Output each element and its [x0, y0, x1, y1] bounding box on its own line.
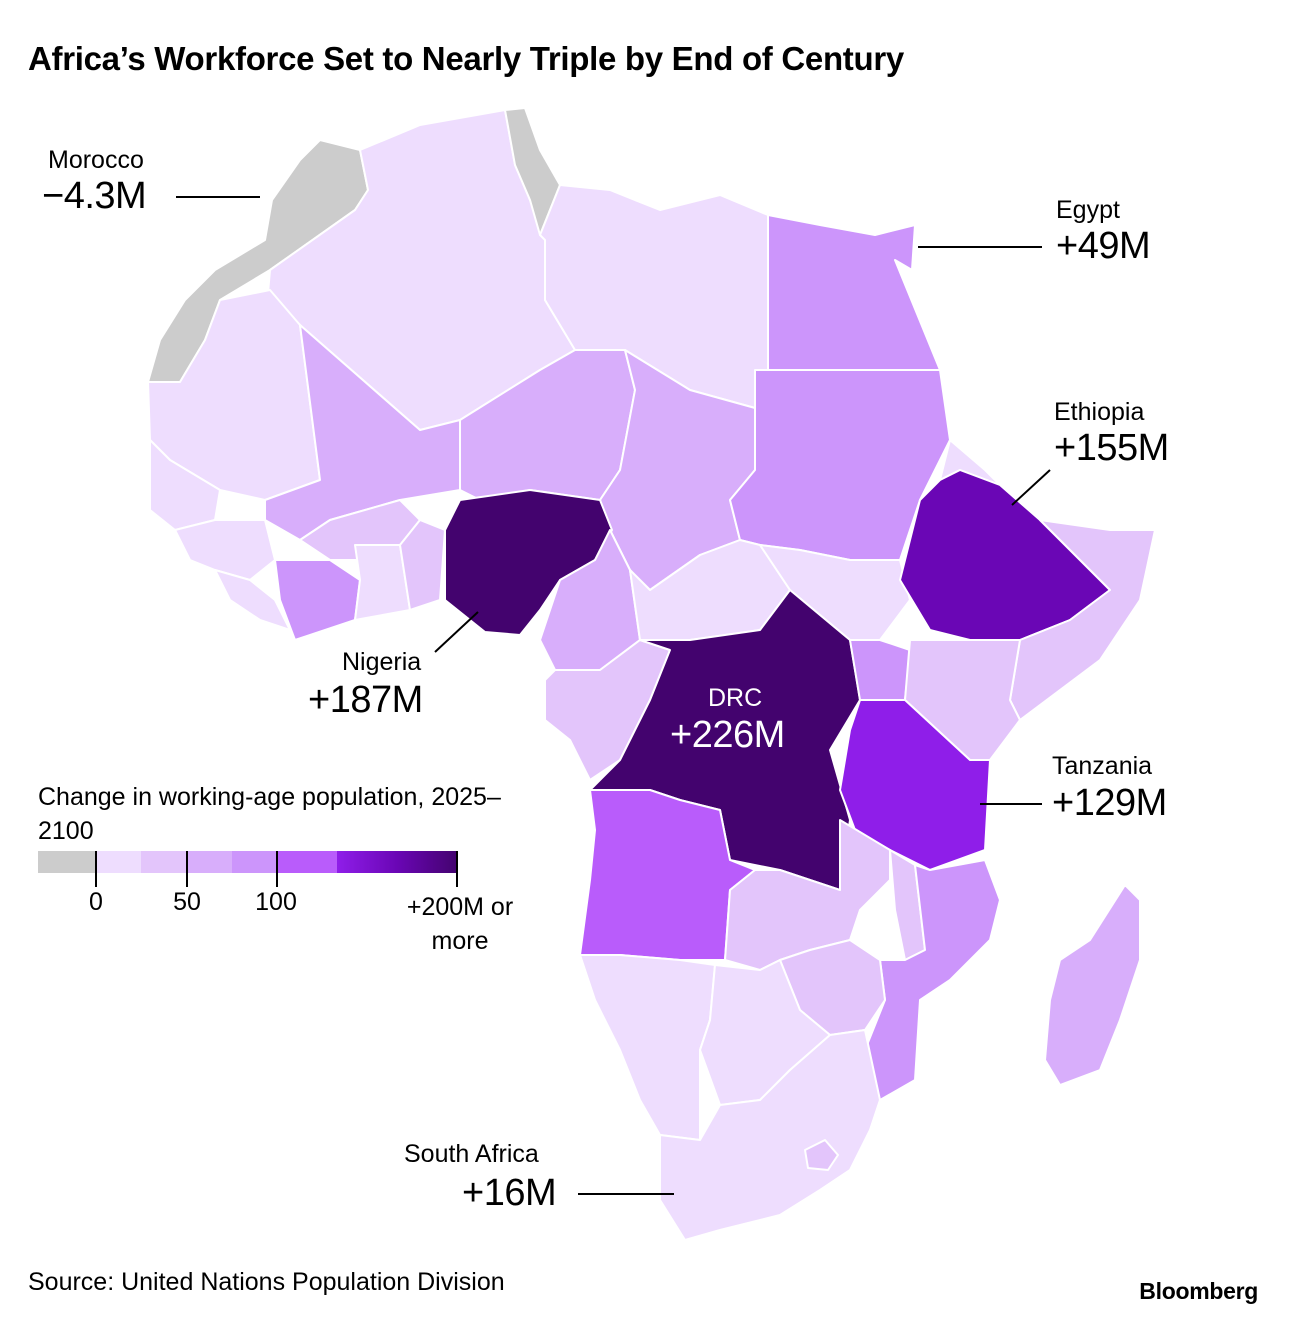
region-nigeria [444, 489, 613, 636]
legend-seg-125 [337, 851, 397, 873]
legend-seg-100 [277, 851, 337, 873]
label-south-africa-value: +16M [462, 1172, 557, 1214]
leader-tanzania [980, 803, 1042, 805]
region-guinea [174, 519, 276, 581]
bloomberg-logo: Bloomberg [1139, 1278, 1258, 1304]
legend-tick-label-50: 50 [173, 888, 201, 916]
label-egypt-value: +49M [1056, 225, 1151, 267]
region-uganda [849, 639, 911, 701]
region-south-africa [659, 1029, 881, 1241]
label-egypt-name: Egypt [1056, 196, 1120, 224]
legend-seg-75 [232, 851, 277, 873]
region-madagascar [1044, 884, 1141, 1086]
leader-south-africa [578, 1193, 674, 1195]
label-nigeria-value: +187M [308, 679, 423, 721]
label-drc-value: +226M [670, 714, 785, 756]
label-ethiopia-value: +155M [1054, 427, 1169, 469]
legend-tick-label-100: 100 [255, 888, 297, 916]
region-togo-benin [399, 519, 446, 611]
label-nigeria-name: Nigeria [342, 648, 422, 676]
label-drc-name: DRC [708, 684, 763, 712]
legend-title: Change in working-age population, 2025–2… [38, 783, 501, 845]
leader-morocco [176, 196, 260, 198]
legend-seg-0 [96, 851, 141, 873]
region-namibia [579, 954, 716, 1141]
chart-title: Africa’s Workforce Set to Nearly Triple … [28, 40, 904, 77]
legend-tick-label-0: 0 [89, 888, 103, 916]
region-ghana [354, 544, 411, 621]
legend-tick-100 [276, 851, 278, 887]
region-mozambique [864, 859, 1001, 1101]
label-ethiopia-name: Ethiopia [1054, 398, 1145, 426]
legend-seg-negative [38, 851, 96, 873]
legend-seg-50 [187, 851, 232, 873]
legend-tick-label-200: +200M or more [406, 893, 514, 955]
label-morocco-value: −4.3M [42, 175, 147, 217]
label-tanzania-name: Tanzania [1052, 752, 1153, 780]
source-note: Source: United Nations Population Divisi… [28, 1268, 505, 1296]
legend-tick-0 [95, 851, 97, 887]
region-egypt [767, 214, 941, 371]
legend-tick-200 [456, 851, 458, 887]
label-morocco-name: Morocco [48, 146, 144, 174]
legend-seg-25 [141, 851, 187, 873]
label-tanzania-value: +129M [1052, 782, 1167, 824]
leader-egypt [918, 246, 1042, 248]
legend-tick-50 [186, 851, 188, 887]
legend-color-scale [38, 851, 458, 873]
label-south-africa-name: South Africa [404, 1140, 539, 1168]
legend-seg-150 [397, 851, 458, 873]
region-lesotho [804, 1139, 839, 1171]
region-sierra-liberia [214, 569, 291, 631]
